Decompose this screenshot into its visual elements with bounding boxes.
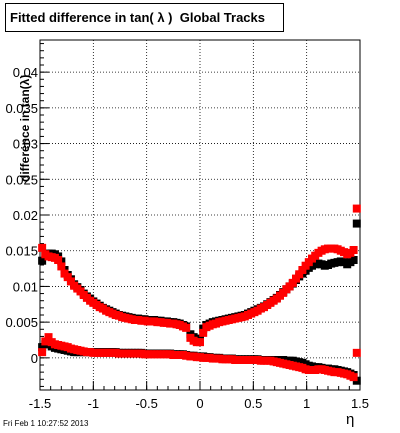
data-point-black bbox=[349, 256, 358, 264]
y-tick-label: 0.04 bbox=[13, 65, 38, 80]
data-point-red bbox=[41, 337, 50, 346]
data-point-red bbox=[44, 333, 53, 342]
x-axis-label: η bbox=[346, 411, 355, 428]
timestamp: Fri Feb 1 10:27:52 2013 bbox=[3, 419, 89, 428]
x-tick-label: -0.5 bbox=[135, 396, 157, 411]
y-axis-label: difference in tan(λ) bbox=[18, 74, 32, 182]
data-point-red bbox=[352, 348, 361, 357]
y-tick-label: 0.035 bbox=[5, 101, 38, 116]
x-tick-label: 0.5 bbox=[244, 396, 262, 411]
data-point-red bbox=[54, 256, 63, 264]
data-point-black bbox=[38, 256, 47, 265]
data-point-red bbox=[196, 338, 204, 347]
chart-title: Fitted difference in tan( λ ) Global Tra… bbox=[5, 3, 284, 32]
data-point-red bbox=[352, 204, 361, 213]
y-tick-label: 0.02 bbox=[13, 208, 38, 223]
y-tick-label: 0 bbox=[31, 351, 38, 366]
data-point-red bbox=[182, 351, 191, 360]
y-tick-label: 0.025 bbox=[5, 172, 38, 187]
data-point-red bbox=[288, 278, 297, 287]
x-tick-label: 0 bbox=[196, 396, 203, 411]
x-tick-label: -1.5 bbox=[29, 396, 51, 411]
x-tick-label: -1 bbox=[88, 396, 100, 411]
data-point-red bbox=[349, 373, 358, 382]
y-tick-label: 0.03 bbox=[13, 137, 38, 152]
data-point-black bbox=[352, 219, 361, 228]
x-tick-label: 1 bbox=[303, 396, 310, 411]
data-point-red bbox=[38, 348, 47, 357]
grid-lines bbox=[40, 40, 360, 390]
data-point-red bbox=[182, 323, 191, 332]
data-series bbox=[38, 204, 361, 385]
data-point-red bbox=[199, 328, 208, 337]
data-point-red bbox=[349, 246, 358, 254]
data-point-red bbox=[63, 273, 72, 282]
data-point-red bbox=[38, 243, 47, 252]
data-point-red bbox=[298, 266, 307, 274]
tick-labels: -1.5 -1 -0.5 0 0.5 1 1.5 0 0.005 0.01 0.015 0.02 0.0… bbox=[5, 65, 369, 411]
data-point-red bbox=[295, 270, 304, 279]
y-tick-label: 0.015 bbox=[5, 244, 38, 259]
x-tick-label: 1.5 bbox=[351, 396, 369, 411]
y-tick-label: 0.01 bbox=[13, 279, 38, 294]
data-point-red bbox=[66, 277, 75, 286]
data-point-red bbox=[57, 262, 66, 271]
y-tick-label: 0.005 bbox=[5, 315, 38, 330]
data-point-red bbox=[292, 274, 300, 283]
